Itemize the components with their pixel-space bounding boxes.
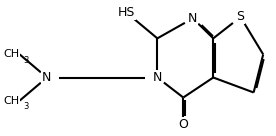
Text: 3: 3 [23,102,28,111]
Text: HS: HS [117,6,135,19]
Text: N: N [153,71,162,84]
Text: N: N [42,71,52,84]
Text: S: S [237,10,245,24]
Text: CH: CH [4,96,20,106]
Text: 3: 3 [23,56,28,65]
Text: CH: CH [4,49,20,59]
Text: O: O [178,118,188,131]
Text: N: N [188,12,198,25]
